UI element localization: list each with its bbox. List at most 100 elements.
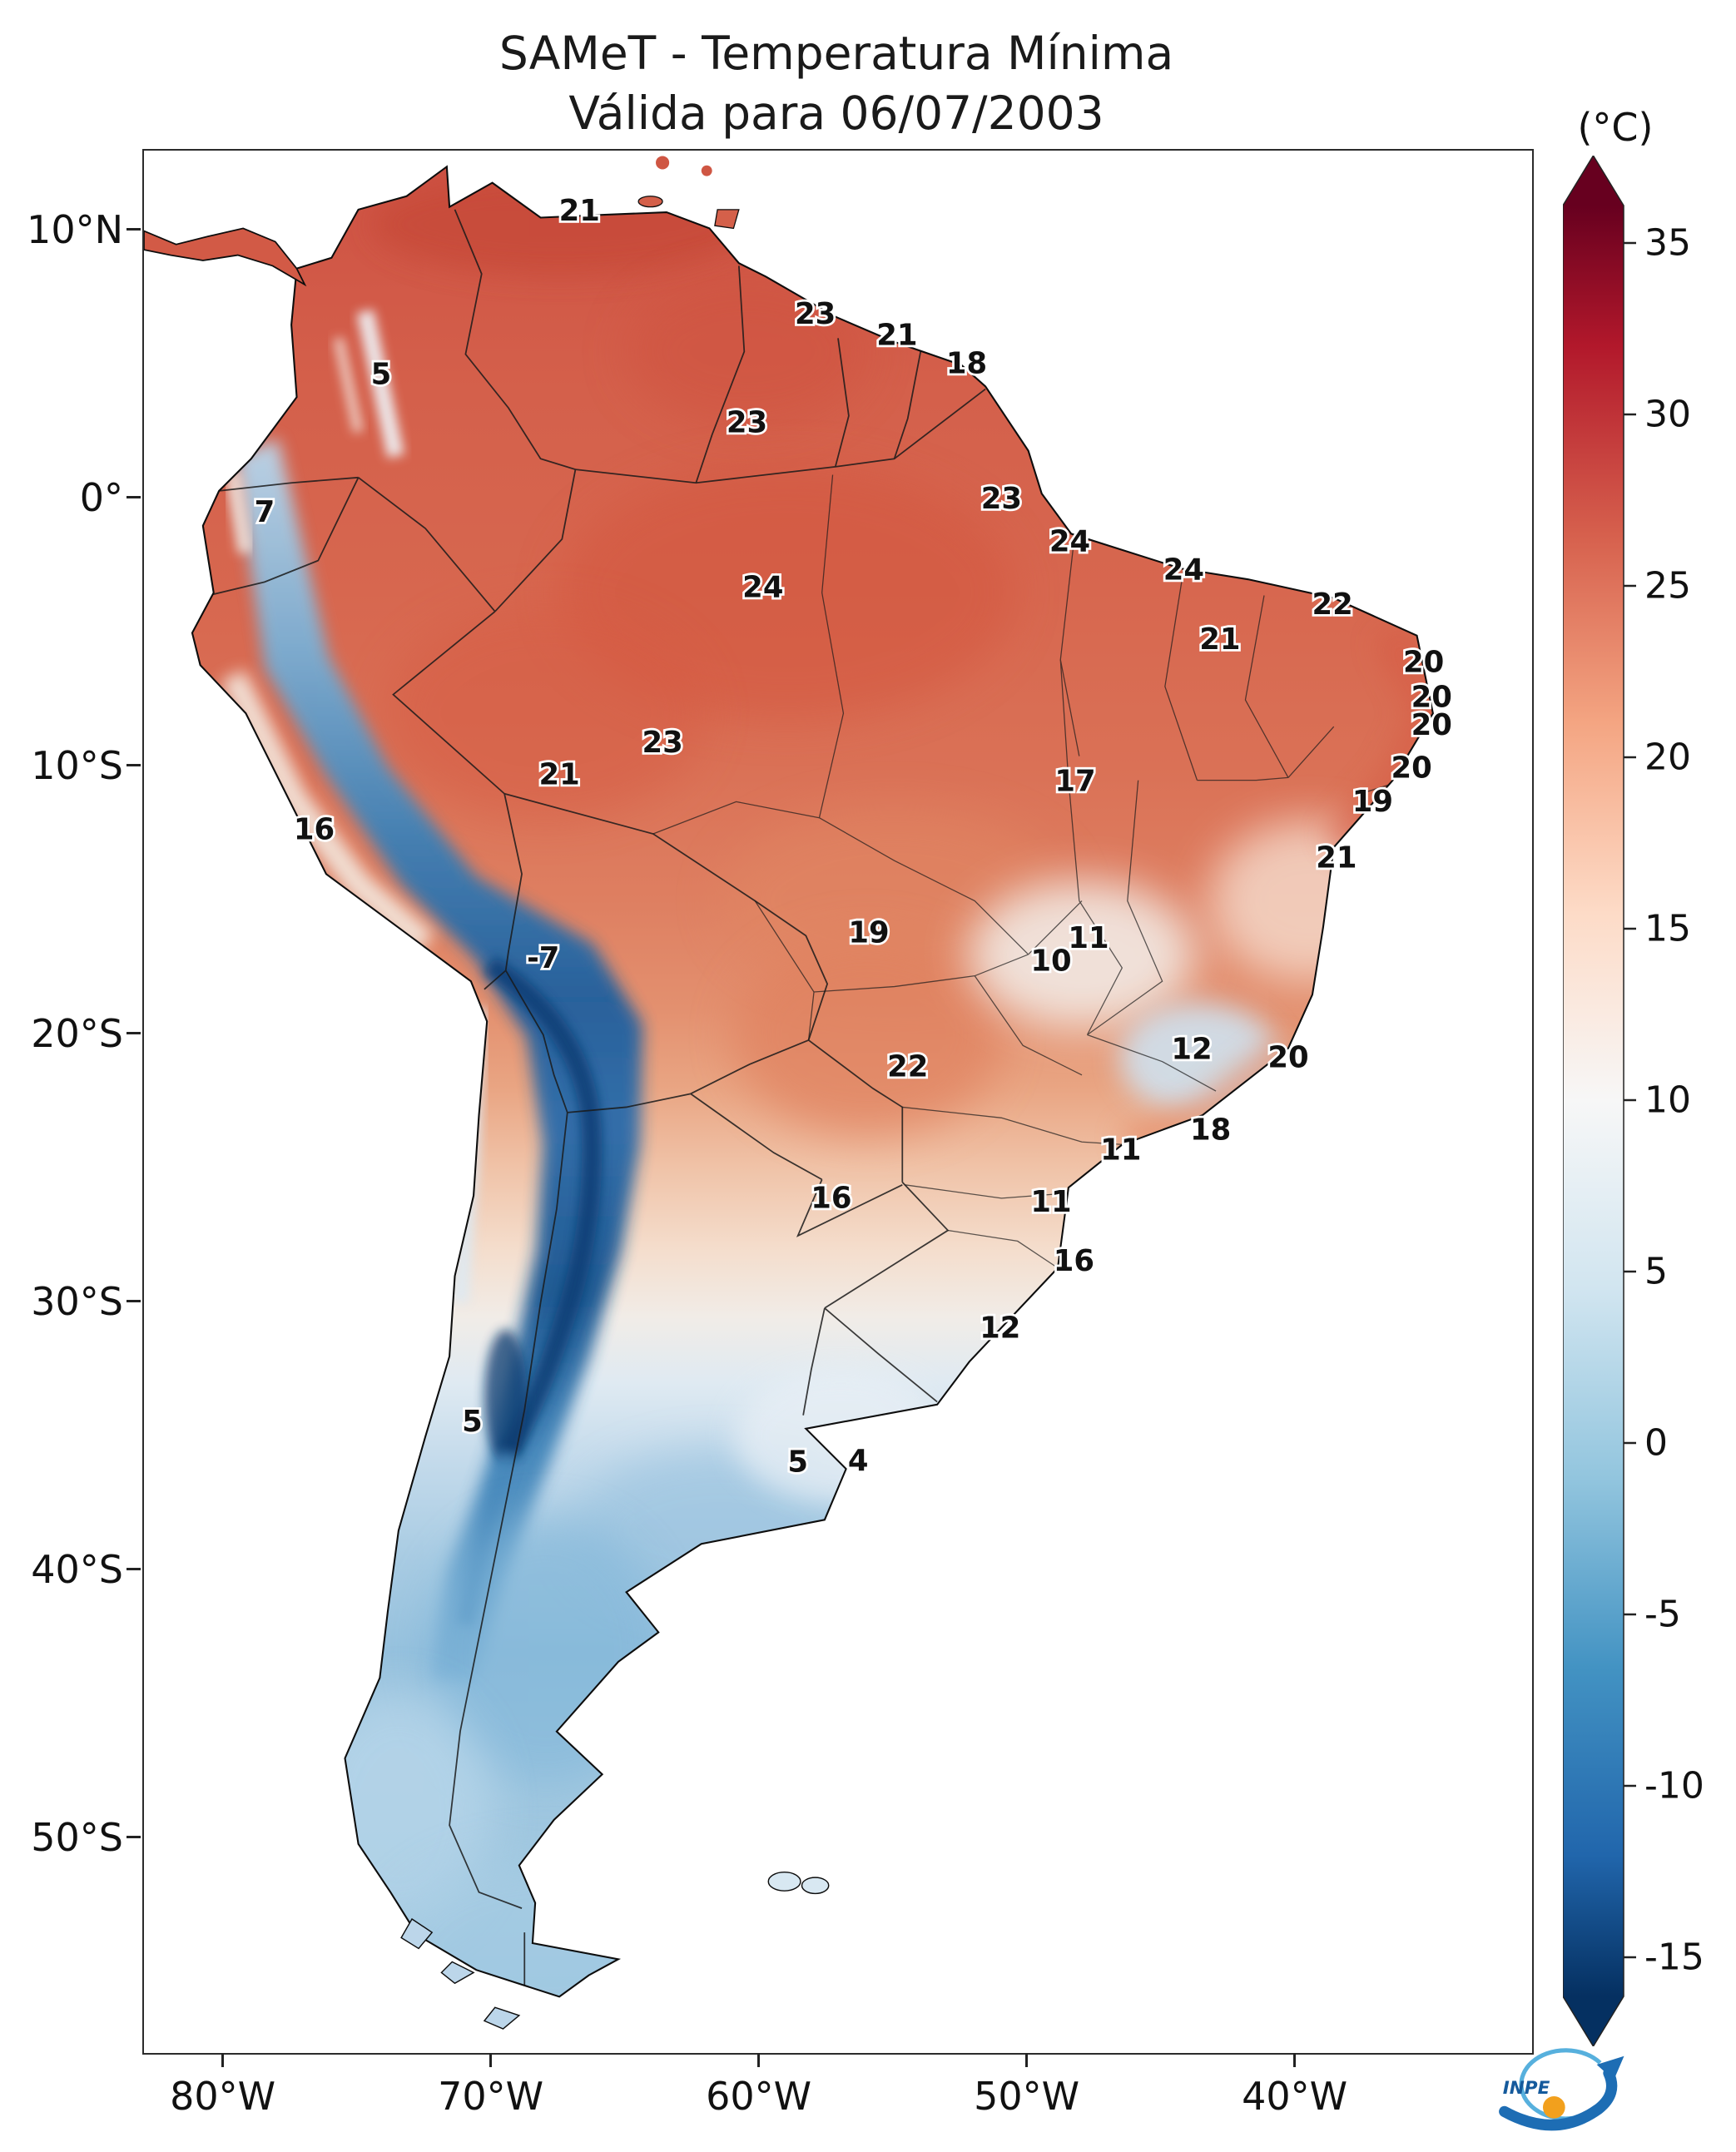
temperature-label: 12 <box>980 1312 1020 1346</box>
temperature-label: 23 <box>981 482 1022 516</box>
temperature-label: 24 <box>742 570 783 604</box>
temperature-label: 10 <box>1030 944 1071 978</box>
temperature-label: 20 <box>1411 680 1452 714</box>
colorbar: 35 30 25 20 15 10 5 0 -5 -10 -15 <box>1563 156 1704 2046</box>
temperature-label: 16 <box>1054 1244 1094 1278</box>
lon-tick-mark <box>489 2053 493 2067</box>
colorbar-tick-label: -15 <box>1644 1936 1704 1979</box>
colorbar-tick-label: -5 <box>1644 1594 1681 1636</box>
lat-tick-label: 30°S <box>31 1278 123 1324</box>
island-falkland-west <box>767 1871 801 1892</box>
island-caribbean-2 <box>701 165 712 176</box>
lat-tick-mark <box>126 496 141 499</box>
temperature-label: 24 <box>1049 525 1090 559</box>
temperature-label: 11 <box>1100 1133 1141 1167</box>
colorbar-tick-label: 30 <box>1644 394 1691 436</box>
temperature-label: 18 <box>1190 1113 1231 1147</box>
hot-patch-west-amazon <box>384 606 707 821</box>
temperature-label: 21 <box>1316 841 1357 875</box>
temperature-label: 19 <box>848 916 889 950</box>
temperature-label: 21 <box>559 194 600 228</box>
andes-coldest-spot <box>484 1329 528 1464</box>
state-borders <box>652 474 1404 1269</box>
lat-tick-label: 40°S <box>31 1546 123 1592</box>
temperature-field <box>197 173 1433 1997</box>
temperature-label: 19 <box>1352 785 1393 819</box>
temperature-label: 20 <box>1267 1040 1308 1074</box>
temperature-label: 22 <box>1312 588 1352 622</box>
map-title-line1: SAMeT - Temperatura Mínima <box>498 27 1174 80</box>
temperature-label: 5 <box>787 1445 808 1480</box>
colorbar-tick-label: 35 <box>1644 222 1691 265</box>
map-title-line2: Válida para 06/07/2003 <box>568 87 1104 140</box>
colorbar-unit-label: (°C) <box>1577 105 1654 150</box>
temperature-label: 18 <box>946 346 987 380</box>
colorbar-tick-label: 5 <box>1644 1251 1668 1293</box>
map-frame: 21 23 21 18 23 5 7 23 24 24 22 21 20 20 20 20 19 21 24 23 21… <box>142 149 1624 2131</box>
temperature-label: 12 <box>1171 1033 1212 1067</box>
temperature-label: 24 <box>1163 553 1204 587</box>
temperature-label: 11 <box>1068 921 1109 955</box>
temperature-label: 22 <box>887 1050 928 1084</box>
lat-tick-mark <box>126 1568 141 1571</box>
colorbar-tick-label: -10 <box>1644 1765 1704 1807</box>
colorbar-tick-label: 25 <box>1644 565 1691 607</box>
inpe-arrow-icon <box>1499 2067 1618 2131</box>
colorbar-ticks: 35 30 25 20 15 10 5 0 -5 -10 -15 <box>1624 222 1704 1979</box>
lon-tick-label: 80°W <box>170 2074 276 2119</box>
lat-tick-label: 10°N <box>27 206 123 252</box>
lon-tick-mark <box>1293 2053 1297 2067</box>
mild-coast-peru <box>220 669 434 955</box>
mild-coast-ecuador <box>224 470 254 554</box>
temperature-label: 20 <box>1411 708 1452 742</box>
lon-tick-mark <box>757 2053 761 2067</box>
lat-tick-mark <box>126 1032 141 1035</box>
temperature-label: 21 <box>876 319 917 353</box>
temperature-label: 20 <box>1403 645 1444 679</box>
temperature-label: 20 <box>1391 751 1431 786</box>
lat-tick-label: 20°S <box>31 1010 123 1056</box>
islands <box>400 156 830 2030</box>
colorbar-tick-label: 0 <box>1644 1422 1668 1465</box>
mild-stripe-colombia <box>333 337 364 434</box>
warm-patch-chaco <box>733 934 1002 1136</box>
inpe-arrowhead-icon <box>1596 2055 1624 2080</box>
cool-patch-minas <box>968 880 1196 1029</box>
country-borders <box>197 209 986 1995</box>
inpe-orange-dot-icon <box>1542 2095 1565 2119</box>
lon-tick-mark <box>221 2053 225 2067</box>
temperature-label: 5 <box>371 357 392 391</box>
temperature-label: 23 <box>642 726 682 760</box>
temperature-label: 4 <box>848 1444 869 1478</box>
lat-tick-mark <box>126 1836 141 1839</box>
inpe-logo: INPE <box>1499 2048 1624 2131</box>
lon-tick-label: 50°W <box>974 2074 1080 2119</box>
temperature-label: 16 <box>811 1181 851 1215</box>
lat-tick-mark <box>126 228 141 231</box>
island-falkland-east <box>801 1877 830 1895</box>
temperature-label: 21 <box>538 758 579 792</box>
island-trinidad <box>714 209 740 230</box>
temperature-label: 17 <box>1054 765 1095 799</box>
island-chile-channels-2 <box>440 1961 475 1985</box>
lon-tick-label: 70°W <box>438 2074 544 2119</box>
temperature-label: 21 <box>1199 622 1240 657</box>
temperature-label: 5 <box>462 1405 483 1439</box>
mild-patch-bahia <box>1208 820 1411 982</box>
lon-tick-label: 40°W <box>1242 2074 1348 2119</box>
temperature-label: -7 <box>527 941 559 975</box>
island-cape-horn <box>483 2006 521 2030</box>
lat-tick-label: 50°S <box>31 1814 123 1860</box>
temperature-label: 11 <box>1030 1185 1071 1219</box>
temperature-label: 16 <box>294 813 335 847</box>
temperature-label: 23 <box>727 405 767 439</box>
title-block: SAMeT - Temperatura Mínima Válida para 0… <box>142 23 1530 143</box>
colorbar-tick-label: 10 <box>1644 1079 1691 1122</box>
lat-tick-label: 0° <box>79 474 123 520</box>
lon-tick-label: 60°W <box>706 2074 812 2119</box>
andes-cold-core <box>484 956 603 1458</box>
inpe-logo-text: INPE <box>1503 2078 1550 2099</box>
